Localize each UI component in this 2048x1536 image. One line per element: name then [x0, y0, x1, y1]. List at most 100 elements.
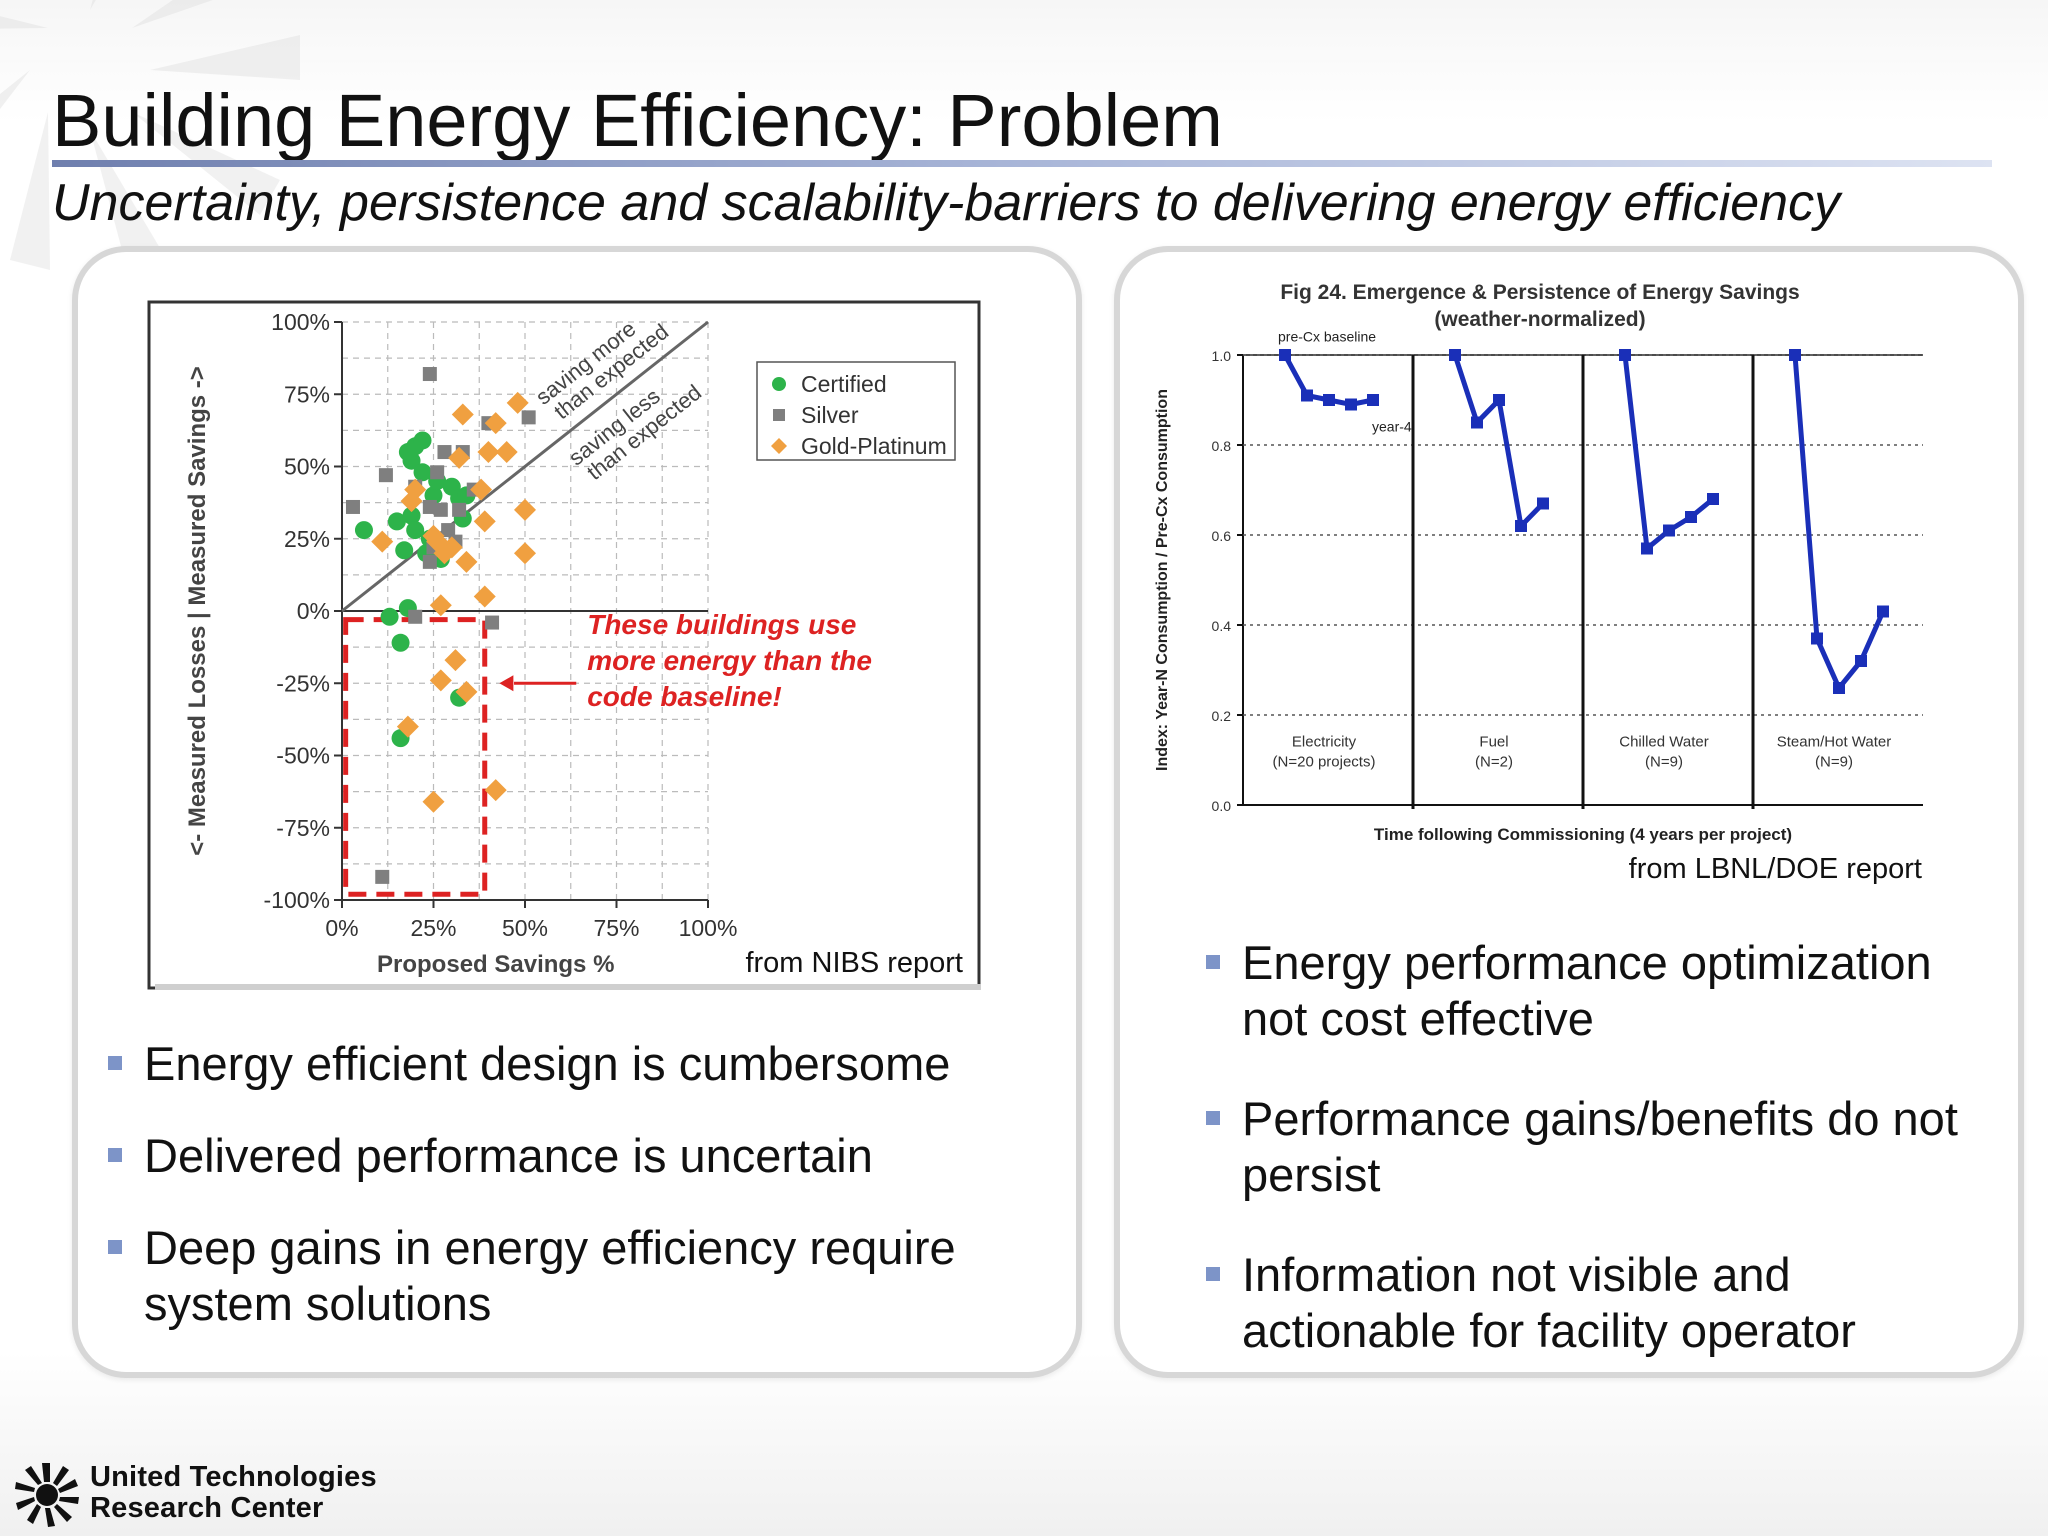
bullet-square-icon: [1206, 955, 1220, 969]
series-label: Electricity: [1292, 734, 1357, 751]
gold-platinum-point: [371, 530, 394, 553]
y-tick-label: 0.4: [1212, 618, 1232, 634]
chart-source-note: from LBNL/DOE report: [1629, 853, 1922, 885]
series-point: [1367, 394, 1379, 406]
bullet-square-icon: [1206, 1111, 1220, 1125]
gold-platinum-point: [429, 594, 452, 617]
right-bullet-list: Energy performance optimization not cost…: [1206, 935, 1996, 1403]
y-tick-label: 0.0: [1212, 798, 1232, 814]
series-point: [1877, 605, 1889, 618]
gold-platinum-point: [404, 478, 427, 501]
series-point: [1301, 389, 1313, 402]
silver-point: [345, 499, 360, 514]
silver-point: [375, 869, 390, 884]
logo-line-2: Research Center: [90, 1492, 324, 1524]
y-tick-label: 50%: [284, 454, 330, 480]
bullet-text: Deep gains in energy efficiency require …: [144, 1221, 956, 1330]
certified-point: [424, 486, 443, 505]
series-point: [1345, 398, 1357, 411]
x-tick-label: 50%: [502, 915, 548, 941]
legend-marker-gold: [771, 438, 787, 454]
diagonal-line: [341, 320, 709, 613]
legend-label: Silver: [801, 402, 859, 428]
legend-marker-certified: [772, 377, 786, 391]
title-underline: [52, 160, 1992, 167]
page-subtitle: Uncertainty, persistence and scalability…: [52, 174, 1841, 232]
series-point: [1471, 416, 1483, 429]
certified-point: [395, 541, 414, 560]
background-sunburst: [0, 0, 300, 280]
gold-platinum-point: [422, 790, 445, 813]
series-point: [1619, 349, 1631, 361]
x-tick-label: 100%: [679, 915, 738, 941]
gold-platinum-point: [426, 530, 449, 553]
bullet-text: Energy efficient design is cumbersome: [144, 1037, 951, 1090]
silver-point: [422, 554, 437, 569]
gold-platinum-point: [473, 510, 496, 533]
series-label: Steam/Hot Water: [1777, 734, 1891, 751]
certified-point: [380, 607, 399, 626]
list-item: Energy efficient design is cumbersome: [108, 1036, 1048, 1092]
y-tick-label: -75%: [276, 815, 330, 841]
annotation-year4: year-4: [1372, 419, 1412, 435]
certified-point: [402, 506, 421, 525]
series-label: (N=9): [1815, 754, 1853, 771]
series-point: [1685, 511, 1697, 523]
silver-point: [521, 410, 536, 425]
annotation-baseline: pre-Cx baseline: [1278, 329, 1376, 345]
gold-platinum-point: [506, 391, 529, 414]
bullet-text: Performance gains/benefits do not persis…: [1242, 1092, 1958, 1201]
bullet-square-icon: [108, 1056, 122, 1070]
bullet-text: Delivered performance is uncertain: [144, 1129, 873, 1182]
series-point: [1707, 493, 1719, 505]
series-label: (N=20 projects): [1273, 754, 1376, 771]
x-tick-label: 0%: [325, 915, 358, 941]
certified-point: [391, 633, 410, 652]
series-point: [1493, 394, 1505, 406]
callout-text: more energy than the: [587, 645, 872, 676]
series-point: [1515, 520, 1527, 532]
gold-platinum-point: [484, 412, 507, 435]
certified-point: [406, 521, 425, 540]
series-point: [1323, 394, 1335, 406]
bullet-text: Energy performance optimization not cost…: [1242, 936, 1932, 1045]
gold-platinum-point: [514, 498, 536, 521]
list-item: Delivered performance is uncertain: [108, 1128, 1048, 1184]
gold-platinum-point: [484, 779, 507, 802]
gold-platinum-point: [396, 715, 419, 738]
gold-platinum-point: [514, 542, 536, 565]
gold-platinum-point: [444, 649, 467, 672]
series-label: (N=9): [1645, 754, 1683, 771]
legend-label: Gold-Platinum: [801, 433, 947, 459]
lbnl-line-chart: Fig 24. Emergence & Persistence of Energ…: [1154, 281, 1923, 885]
y-tick-label: 0%: [297, 598, 330, 624]
bullet-square-icon: [108, 1240, 122, 1254]
gold-platinum-point: [440, 536, 463, 559]
series-label: Fuel: [1479, 734, 1508, 751]
x-axis-title: Time following Commissioning (4 years pe…: [1374, 825, 1792, 844]
silver-point: [422, 367, 437, 382]
certified-point: [387, 512, 406, 531]
bullet-text: Information not visible and actionable f…: [1242, 1248, 1856, 1357]
silver-point: [485, 615, 500, 630]
y-tick-label: -100%: [264, 887, 330, 913]
y-tick-label: 1.0: [1212, 348, 1232, 364]
callout-text: These buildings use: [587, 609, 856, 640]
list-item: Deep gains in energy efficiency require …: [108, 1220, 1048, 1332]
page-title: Building Energy Efficiency: Problem: [52, 79, 1223, 162]
chart-source-note: from NIBS report: [745, 947, 963, 979]
right-panel: [1114, 246, 2024, 1378]
left-bullet-list: Energy efficient design is cumbersome De…: [108, 1036, 1048, 1368]
y-axis-title: Index: Year-N Consumption / Pre-Cx Consu…: [1154, 389, 1171, 771]
chart-shadow: [155, 984, 981, 990]
certified-point: [413, 431, 432, 450]
y-tick-label: 0.6: [1212, 528, 1232, 544]
y-tick-label: -50%: [276, 743, 330, 769]
x-axis-title: Proposed Savings %: [377, 951, 614, 978]
legend-label: Certified: [801, 371, 887, 397]
y-tick-label: 0.8: [1212, 438, 1232, 454]
silver-point: [441, 523, 456, 538]
legend-box: [756, 361, 956, 461]
certified-point: [413, 463, 432, 482]
gold-platinum-point: [470, 478, 493, 501]
